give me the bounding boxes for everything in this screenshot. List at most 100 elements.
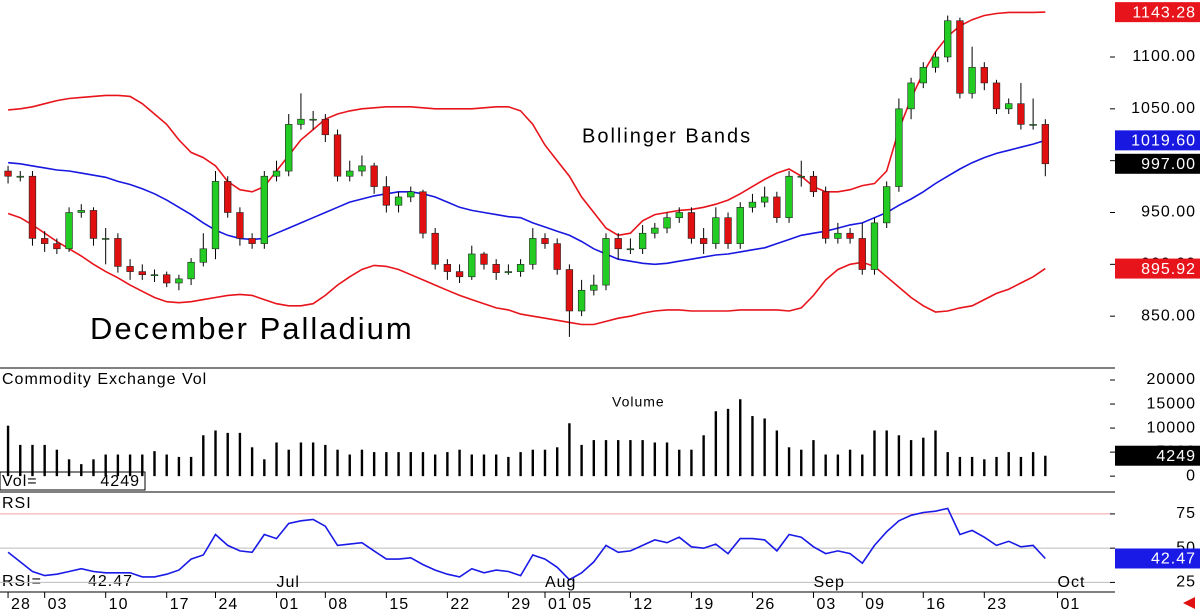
y-tick-label: 1050.00 bbox=[1131, 100, 1196, 117]
candle-body bbox=[126, 266, 134, 272]
y-tick-label: 20000 bbox=[1147, 371, 1197, 388]
volume-bar bbox=[531, 449, 534, 477]
x-tick-label: 12 bbox=[633, 596, 653, 613]
volume-bar bbox=[873, 430, 876, 477]
volume-bar bbox=[214, 430, 217, 477]
candle-body bbox=[272, 170, 281, 177]
candle-body bbox=[565, 269, 574, 312]
month-label: Sep bbox=[813, 574, 844, 591]
x-tick-label: 19 bbox=[694, 596, 714, 613]
volume-bar bbox=[836, 454, 840, 477]
readout-value: 42.47 bbox=[88, 573, 133, 590]
readout-box bbox=[0, 471, 146, 491]
volume-bar bbox=[617, 440, 620, 477]
rsi-line bbox=[7, 507, 1046, 581]
volume-bar bbox=[153, 451, 156, 477]
volume-bar bbox=[885, 430, 888, 477]
readout-label: RSI= bbox=[2, 573, 42, 590]
candle-body bbox=[53, 243, 61, 250]
candle-body bbox=[944, 20, 952, 58]
y-tick-label: 1100.00 bbox=[1132, 48, 1196, 65]
candle-body bbox=[980, 67, 988, 84]
volume-bar bbox=[580, 444, 583, 477]
arrow-icon bbox=[1183, 597, 1195, 609]
volume-bar bbox=[67, 459, 71, 477]
volume-bar bbox=[775, 430, 779, 477]
x-tick-label: 23 bbox=[987, 596, 1007, 613]
candle-body bbox=[187, 261, 195, 280]
volume-bar bbox=[43, 444, 46, 477]
candle-body bbox=[529, 238, 537, 265]
x-tick-label: 29 bbox=[511, 596, 531, 613]
volume-bar bbox=[763, 418, 766, 477]
value-box bbox=[1115, 258, 1200, 279]
y-tick-label: 15000 bbox=[1147, 395, 1197, 412]
candle-body bbox=[736, 207, 744, 244]
value-box bbox=[1115, 548, 1200, 569]
candle-body bbox=[919, 67, 927, 84]
candle-body bbox=[724, 217, 732, 244]
candle-body bbox=[773, 196, 781, 218]
volume-bar bbox=[555, 447, 559, 477]
volume-bar bbox=[995, 456, 998, 477]
x-tick-label: 01 bbox=[1061, 596, 1081, 613]
candle-body bbox=[822, 191, 830, 239]
candle-body bbox=[480, 253, 488, 265]
candle-body bbox=[211, 181, 220, 250]
x-tick-label: 05 bbox=[572, 596, 592, 613]
volume-bar bbox=[385, 452, 388, 477]
volume-bar bbox=[494, 454, 498, 477]
candle-body bbox=[907, 82, 915, 110]
y-tick-label: 0 bbox=[1186, 467, 1196, 484]
volume-bar bbox=[702, 435, 705, 477]
candle-body bbox=[663, 217, 671, 229]
volume-bar bbox=[299, 442, 303, 477]
volume-bar bbox=[726, 408, 730, 477]
volume-bar bbox=[421, 452, 425, 477]
volume-bar bbox=[812, 440, 815, 477]
candle-body bbox=[394, 196, 403, 206]
volume-bar bbox=[739, 399, 742, 477]
candle-body bbox=[28, 175, 37, 239]
annotation: Bollinger Bands bbox=[582, 125, 752, 147]
y-tick-label: 25 bbox=[1176, 574, 1196, 591]
month-label: Aug bbox=[545, 574, 576, 591]
volume-bar bbox=[372, 452, 376, 477]
volume-bar bbox=[909, 440, 913, 477]
volume-bar bbox=[409, 452, 412, 477]
x-tick-label: 17 bbox=[170, 596, 190, 613]
candle-body bbox=[321, 118, 329, 136]
volume-bar bbox=[946, 452, 949, 477]
volume-bar bbox=[397, 452, 400, 477]
volume-bar bbox=[19, 444, 22, 477]
candle-body bbox=[1029, 124, 1037, 126]
volume-bar bbox=[202, 435, 205, 477]
volume-bar bbox=[861, 454, 864, 477]
candle-body bbox=[1041, 124, 1049, 165]
volume-bar bbox=[1019, 456, 1023, 477]
volume-bar bbox=[128, 454, 132, 477]
candle-body bbox=[199, 248, 207, 263]
candle-body bbox=[431, 232, 439, 265]
x-tick-label: 03 bbox=[816, 596, 836, 613]
candle-body bbox=[992, 82, 1001, 110]
candle-body bbox=[956, 20, 964, 94]
volume-bar bbox=[360, 449, 364, 477]
candle-body bbox=[602, 238, 610, 286]
candle-body bbox=[870, 222, 879, 270]
candle-body bbox=[370, 165, 378, 187]
x-tick-label: 01 bbox=[280, 596, 300, 613]
volume-bar bbox=[446, 452, 449, 477]
candle-body bbox=[968, 67, 976, 94]
value-box-label: 1019.60 bbox=[1131, 133, 1196, 150]
candle-body bbox=[138, 271, 146, 276]
x-tick-label: 08 bbox=[328, 596, 348, 613]
volume-bar bbox=[470, 454, 473, 477]
volume-bar bbox=[507, 456, 510, 477]
candle-body bbox=[150, 274, 159, 277]
value-box-label: 42.47 bbox=[1151, 551, 1196, 568]
y-tick-label: 75 bbox=[1176, 505, 1196, 522]
bollinger-band bbox=[8, 139, 1046, 266]
x-tick-label: 03 bbox=[48, 596, 68, 613]
